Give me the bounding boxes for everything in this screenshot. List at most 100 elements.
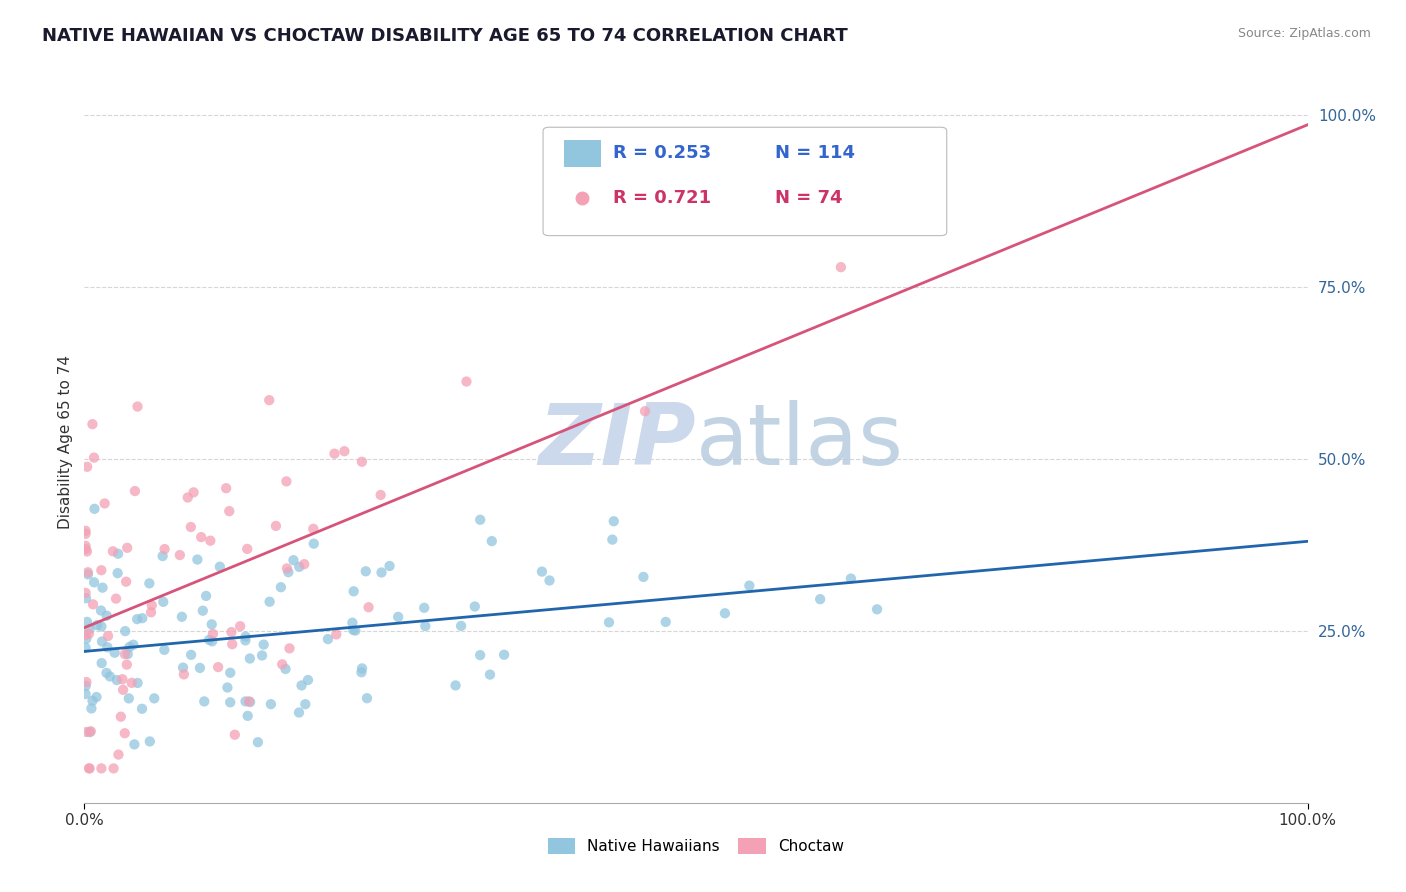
Point bbox=[250, 648, 273, 663]
Point bbox=[107, 566, 129, 581]
Point bbox=[271, 657, 294, 672]
Point bbox=[302, 522, 325, 536]
Point bbox=[114, 624, 136, 639]
Point bbox=[302, 536, 325, 550]
Point bbox=[288, 559, 311, 574]
Point bbox=[201, 627, 224, 641]
Point bbox=[387, 610, 409, 624]
Point bbox=[79, 622, 101, 636]
Point bbox=[288, 706, 311, 720]
Point bbox=[235, 633, 257, 648]
Point bbox=[221, 637, 243, 651]
Point bbox=[170, 609, 193, 624]
Point bbox=[290, 678, 312, 692]
Point bbox=[75, 526, 97, 541]
Point bbox=[342, 615, 364, 630]
Point bbox=[76, 459, 98, 474]
Point bbox=[270, 580, 292, 594]
Point bbox=[141, 599, 163, 613]
Point bbox=[239, 651, 262, 665]
Point bbox=[191, 604, 214, 618]
Point bbox=[127, 676, 149, 690]
Point bbox=[173, 667, 195, 681]
Point bbox=[350, 665, 373, 680]
Point bbox=[354, 564, 377, 578]
Point bbox=[190, 530, 212, 544]
Point bbox=[82, 694, 104, 708]
Point bbox=[82, 598, 104, 612]
Point bbox=[239, 695, 262, 709]
Point bbox=[114, 647, 136, 661]
Point bbox=[208, 559, 231, 574]
Point bbox=[839, 572, 862, 586]
Point bbox=[75, 675, 97, 690]
Point bbox=[464, 599, 486, 614]
Point bbox=[96, 608, 118, 623]
Point bbox=[378, 559, 401, 574]
Point bbox=[127, 612, 149, 626]
Point bbox=[121, 676, 143, 690]
Point bbox=[107, 547, 129, 561]
Point bbox=[200, 533, 222, 548]
Point bbox=[201, 634, 224, 648]
Point bbox=[183, 485, 205, 500]
Point bbox=[93, 496, 115, 510]
Point bbox=[276, 475, 298, 489]
Point bbox=[235, 630, 257, 644]
Point bbox=[188, 661, 211, 675]
Point bbox=[79, 761, 101, 775]
Point bbox=[75, 586, 97, 600]
Point bbox=[333, 444, 356, 458]
Point bbox=[603, 514, 626, 528]
Point bbox=[114, 726, 136, 740]
Point bbox=[86, 690, 108, 704]
Point bbox=[218, 504, 240, 518]
Point bbox=[90, 761, 112, 775]
Point bbox=[152, 595, 174, 609]
Point bbox=[316, 632, 339, 646]
Point bbox=[297, 673, 319, 687]
Point bbox=[79, 725, 101, 739]
Point bbox=[634, 404, 657, 418]
Point bbox=[470, 513, 492, 527]
Point bbox=[76, 544, 98, 558]
Point bbox=[352, 661, 374, 675]
Point bbox=[105, 673, 128, 687]
Point bbox=[456, 375, 478, 389]
Point bbox=[264, 519, 287, 533]
Point bbox=[325, 627, 347, 641]
Legend: Native Hawaiians, Choctaw: Native Hawaiians, Choctaw bbox=[541, 832, 851, 860]
Point bbox=[90, 619, 112, 633]
Point bbox=[80, 724, 103, 739]
Point bbox=[238, 694, 260, 708]
Point bbox=[186, 552, 208, 566]
Point bbox=[808, 592, 831, 607]
Point bbox=[115, 574, 138, 589]
Point bbox=[83, 501, 105, 516]
Point bbox=[221, 625, 243, 640]
Text: R = 0.253: R = 0.253 bbox=[613, 144, 711, 161]
Point bbox=[633, 570, 655, 584]
Text: NATIVE HAWAIIAN VS CHOCTAW DISABILITY AGE 65 TO 74 CORRELATION CHART: NATIVE HAWAIIAN VS CHOCTAW DISABILITY AG… bbox=[42, 27, 848, 45]
Point bbox=[370, 566, 392, 580]
Point bbox=[131, 702, 153, 716]
Point bbox=[235, 694, 257, 708]
Point bbox=[292, 557, 315, 571]
Point bbox=[277, 565, 299, 579]
Point bbox=[219, 665, 242, 680]
FancyBboxPatch shape bbox=[564, 139, 600, 167]
Point bbox=[342, 623, 364, 637]
Point bbox=[112, 682, 135, 697]
Point bbox=[193, 694, 215, 708]
Point bbox=[75, 640, 97, 655]
Point bbox=[598, 615, 620, 630]
Point bbox=[105, 591, 128, 606]
Text: Source: ZipAtlas.com: Source: ZipAtlas.com bbox=[1237, 27, 1371, 40]
Point bbox=[257, 393, 280, 408]
Point bbox=[75, 524, 97, 538]
Point bbox=[77, 761, 100, 775]
Point bbox=[77, 567, 100, 582]
Point bbox=[96, 665, 118, 680]
Point bbox=[538, 574, 561, 588]
Point bbox=[224, 728, 246, 742]
